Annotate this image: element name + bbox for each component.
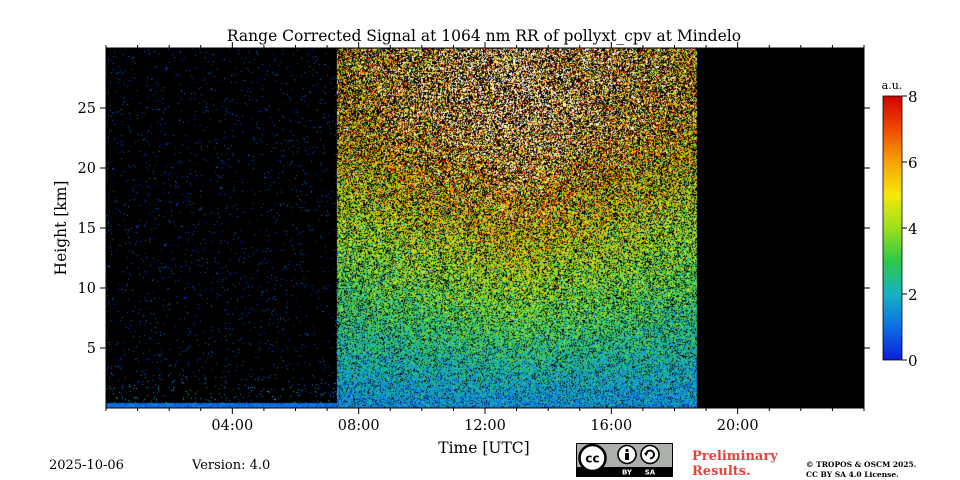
colorbar-ticks: 0 2 4 6 8 bbox=[902, 88, 918, 370]
x-tick-label: 04:00 bbox=[211, 418, 253, 434]
date-label: 2025-10-06 bbox=[49, 458, 124, 473]
y-tick-label: 5 bbox=[87, 341, 96, 357]
colorbar-unit-label: a.u. bbox=[882, 79, 903, 92]
colorbar-tick-label: 8 bbox=[908, 88, 918, 106]
copyright-note: © TROPOS & OSCM 2025. CC BY SA 4.0 Licen… bbox=[806, 460, 916, 480]
x-tick-label: 16:00 bbox=[590, 418, 632, 434]
colorbar bbox=[882, 95, 903, 361]
y-axis-label: Height [km] bbox=[52, 181, 70, 276]
y-tick-label: 15 bbox=[78, 221, 96, 237]
x-axis: 04:00 08:00 12:00 16:00 20:00 bbox=[105, 42, 865, 434]
x-tick-label: 12:00 bbox=[464, 418, 506, 434]
x-axis-label: Time [UTC] bbox=[438, 439, 529, 457]
prelim-line-2: Results. bbox=[692, 464, 751, 479]
version-label: Version: 4.0 bbox=[192, 458, 271, 473]
colorbar-tick-label: 6 bbox=[908, 154, 918, 172]
svg-text:cc: cc bbox=[585, 452, 599, 466]
prelim-line-1: Preliminary bbox=[692, 449, 778, 464]
copyright-line-1: © TROPOS & OSCM 2025. bbox=[806, 460, 917, 469]
y-tick-label: 25 bbox=[78, 101, 96, 117]
chart-title: Range Corrected Signal at 1064 nm RR of … bbox=[227, 27, 741, 45]
colorbar-tick-label: 0 bbox=[908, 352, 918, 370]
cc-sa-text: SA bbox=[645, 469, 656, 477]
signal-heatmap bbox=[106, 48, 864, 408]
x-tick-label: 08:00 bbox=[338, 418, 380, 434]
y-axis: 5 10 15 20 25 bbox=[78, 101, 870, 357]
cc-by-text: BY bbox=[622, 469, 633, 477]
y-tick-label: 10 bbox=[78, 281, 96, 297]
preliminary-results-note: Preliminary Results. bbox=[692, 449, 778, 479]
copyright-line-2: CC BY SA 4.0 License. bbox=[806, 470, 899, 479]
x-tick-label: 20:00 bbox=[717, 418, 759, 434]
colorbar-tick-label: 2 bbox=[908, 286, 918, 304]
y-tick-label: 20 bbox=[78, 161, 96, 177]
cc-by-sa-license-icon: cc BY SA bbox=[576, 443, 673, 477]
colorbar-tick-label: 4 bbox=[908, 220, 918, 238]
